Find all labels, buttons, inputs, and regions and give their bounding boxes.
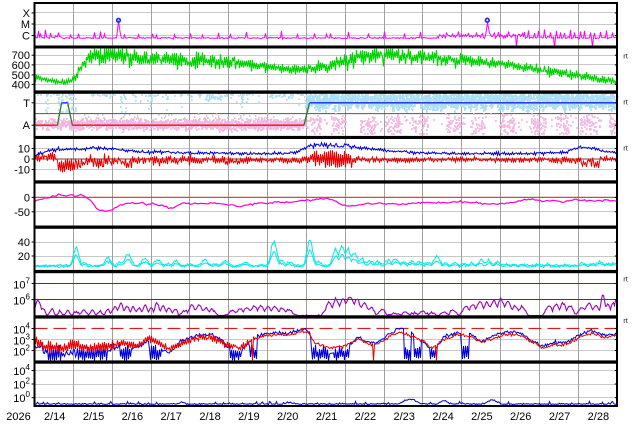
svg-text:40: 40 [18,237,30,249]
svg-text:400: 400 [12,79,30,91]
svg-text:2/17: 2/17 [161,411,182,423]
svg-text:rt: rt [623,316,628,325]
svg-text:T: T [23,98,30,110]
svg-text:2/24: 2/24 [432,411,453,423]
svg-text:2026: 2026 [6,411,30,423]
svg-text:2/20: 2/20 [277,411,298,423]
svg-text:A: A [23,120,31,132]
svg-text:2/25: 2/25 [471,411,492,423]
svg-text:0: 0 [24,154,30,166]
svg-text:2/22: 2/22 [355,411,376,423]
svg-text:500: 500 [12,70,30,82]
svg-text:2/28: 2/28 [588,411,609,423]
svg-text:2/27: 2/27 [549,411,570,423]
svg-text:rt: rt [623,144,628,153]
svg-text:rt: rt [623,52,628,61]
svg-text:C: C [22,31,30,43]
svg-text:-10: -10 [14,165,30,177]
svg-text:rt: rt [623,275,628,284]
svg-text:M: M [21,19,30,31]
svg-text:0: 0 [24,192,30,204]
svg-text:X: X [23,8,31,20]
svg-text:20: 20 [18,251,30,263]
svg-text:2/15: 2/15 [83,411,104,423]
svg-text:600: 600 [12,60,30,72]
svg-text:2/18: 2/18 [199,411,220,423]
svg-text:-50: -50 [14,207,30,219]
svg-text:2/14: 2/14 [44,411,65,423]
svg-text:10: 10 [18,144,30,156]
svg-text:2/16: 2/16 [122,411,143,423]
svg-text:rt: rt [623,98,628,107]
svg-text:2/23: 2/23 [394,411,415,423]
svg-text:2/26: 2/26 [510,411,531,423]
svg-text:700: 700 [12,50,30,62]
svg-text:2/19: 2/19 [238,411,259,423]
svg-text:2/21: 2/21 [316,411,337,423]
